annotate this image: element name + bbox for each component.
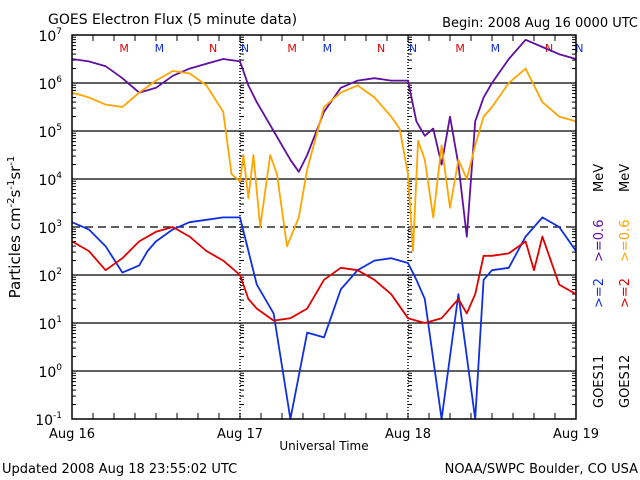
series-line xyxy=(71,226,577,324)
plot-frame xyxy=(71,34,577,420)
y-tick-exponent: 7 xyxy=(56,27,62,37)
y-tick-label: 102 xyxy=(38,267,62,285)
y-axis-label-exp1: -2 xyxy=(6,197,17,207)
marker-label: M xyxy=(323,42,333,55)
y-tick-exponent: 1 xyxy=(56,315,62,325)
marker-label: M xyxy=(455,42,465,55)
marker-label: N xyxy=(545,42,553,55)
marker-label: M xyxy=(491,42,501,55)
y-tick-base: 10 xyxy=(38,317,56,333)
legend: GOES11 >=2 >=0.6 MeV GOES12 >=2 >=0.6 Me… xyxy=(592,164,633,408)
y-tick-exponent: 0 xyxy=(56,363,62,373)
begin-label: Begin: 2008 Aug 16 0000 UTC xyxy=(442,16,638,31)
marker-label: M xyxy=(119,42,129,55)
y-tick-label: 104 xyxy=(38,171,62,189)
legend-goes11-unit: MeV xyxy=(592,164,607,192)
marker-label: M xyxy=(287,42,297,55)
legend-goes11-satellite: GOES11 xyxy=(592,355,607,408)
y-tick-base: 10 xyxy=(38,173,56,189)
series-lines xyxy=(71,38,577,420)
marker-label: M xyxy=(155,42,165,55)
legend-goes12-unit: MeV xyxy=(618,164,633,192)
y-tick-base: 10 xyxy=(38,221,56,237)
y-tick-label: 10-1 xyxy=(35,411,62,429)
marker-label: N xyxy=(377,42,385,55)
y-tick-label: 106 xyxy=(38,75,62,93)
updated-timestamp: Updated 2008 Aug 18 23:55:02 UTC xyxy=(2,462,237,477)
y-tick-label: 101 xyxy=(38,315,62,333)
x-tick-label: Aug 18 xyxy=(385,427,431,442)
y-tick-exponent: 3 xyxy=(56,219,62,229)
series-line xyxy=(71,67,577,252)
y-tick-exponent: 4 xyxy=(56,171,62,181)
y-tick-base: 10 xyxy=(38,269,56,285)
y-tick-base: 10 xyxy=(38,77,56,93)
y-tick-exponent: 2 xyxy=(56,267,62,277)
y-tick-label: 103 xyxy=(38,219,62,237)
series-line xyxy=(71,38,577,238)
legend-goes11-low: >=0.6 xyxy=(592,220,607,262)
y-tick-base: 10 xyxy=(38,29,56,45)
y-axis-label-main: Particles cm xyxy=(6,207,24,298)
x-tick-label: Aug 16 xyxy=(49,427,95,442)
x-tick-label: Aug 19 xyxy=(553,427,599,442)
y-tick-label: 100 xyxy=(38,363,62,381)
y-axis-label-exp2: -1 xyxy=(6,180,17,190)
legend-goes12-satellite: GOES12 xyxy=(618,355,633,408)
x-tick-label: Aug 17 xyxy=(217,427,263,442)
series-line xyxy=(71,216,577,420)
y-axis-label-sr: sr xyxy=(6,165,24,180)
y-tick-exponent: 6 xyxy=(56,75,62,85)
marker-label: N xyxy=(409,42,417,55)
y-tick-exponent: -1 xyxy=(53,411,62,421)
y-tick-base: 10 xyxy=(35,413,53,429)
chart-title: GOES Electron Flux (5 minute data) xyxy=(48,12,297,28)
x-tick-labels: Aug 16 Aug 17 Aug 18 Aug 19 xyxy=(49,427,599,442)
legend-goes12-low: >=0.6 xyxy=(618,220,633,262)
marker-label: N xyxy=(241,42,249,55)
marker-label: N xyxy=(209,42,217,55)
y-tick-base: 10 xyxy=(38,125,56,141)
legend-goes11-high: >=2 xyxy=(592,278,607,308)
marker-label: N xyxy=(575,42,583,55)
legend-goes12-high: >=2 xyxy=(618,278,633,308)
y-tick-label: 105 xyxy=(38,123,62,141)
grid xyxy=(72,35,576,419)
y-tick-label: 107 xyxy=(38,27,62,45)
x-axis-label: Universal Time xyxy=(279,439,368,453)
y-axis-label-exp3: -1 xyxy=(6,156,17,166)
y-tick-base: 10 xyxy=(38,365,56,381)
y-tick-exponent: 5 xyxy=(56,123,62,133)
y-axis-label-s: s xyxy=(6,189,24,197)
axis-ticks xyxy=(71,35,577,420)
credit-label: NOAA/SWPC Boulder, CO USA xyxy=(445,462,638,477)
y-axis-label: Particles cm-2s-1sr-1 xyxy=(6,156,24,299)
